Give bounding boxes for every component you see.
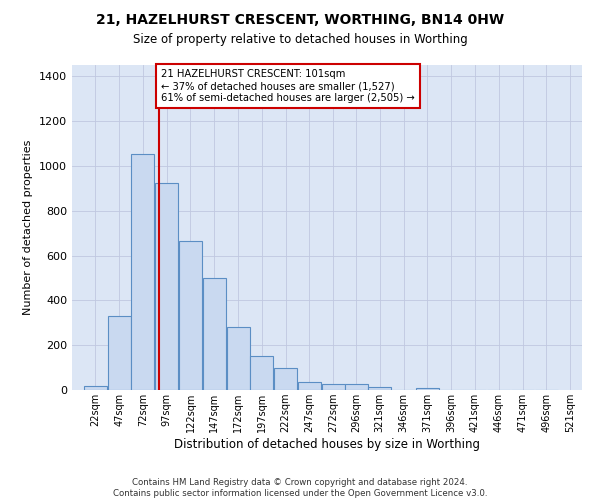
- Text: 21, HAZELHURST CRESCENT, WORTHING, BN14 0HW: 21, HAZELHURST CRESCENT, WORTHING, BN14 …: [96, 12, 504, 26]
- Text: Contains HM Land Registry data © Crown copyright and database right 2024.
Contai: Contains HM Land Registry data © Crown c…: [113, 478, 487, 498]
- Bar: [84, 386, 107, 390]
- Bar: [131, 154, 154, 390]
- Bar: [368, 386, 391, 390]
- X-axis label: Distribution of detached houses by size in Worthing: Distribution of detached houses by size …: [174, 438, 480, 451]
- Y-axis label: Number of detached properties: Number of detached properties: [23, 140, 34, 315]
- Bar: [298, 382, 321, 390]
- Bar: [274, 368, 297, 390]
- Bar: [107, 316, 131, 390]
- Bar: [250, 356, 274, 390]
- Bar: [203, 278, 226, 390]
- Text: Size of property relative to detached houses in Worthing: Size of property relative to detached ho…: [133, 32, 467, 46]
- Bar: [227, 327, 250, 390]
- Text: 21 HAZELHURST CRESCENT: 101sqm
← 37% of detached houses are smaller (1,527)
61% : 21 HAZELHURST CRESCENT: 101sqm ← 37% of …: [161, 70, 415, 102]
- Bar: [179, 241, 202, 390]
- Bar: [322, 384, 344, 390]
- Bar: [155, 182, 178, 390]
- Bar: [416, 388, 439, 390]
- Bar: [344, 384, 368, 390]
